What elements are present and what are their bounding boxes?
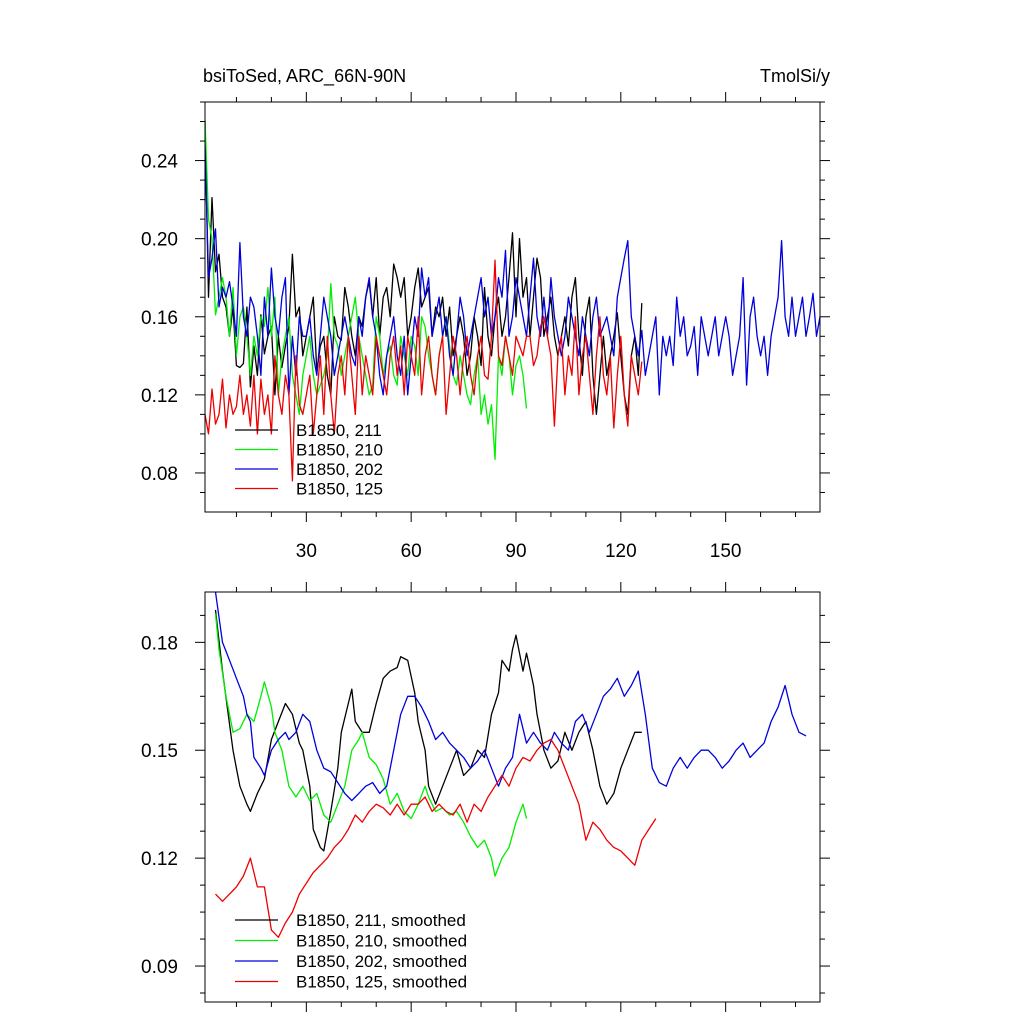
plot-frame bbox=[204, 591, 821, 1003]
x-tick-label: 120 bbox=[605, 541, 637, 562]
legend-label: B1850, 202, smoothed bbox=[296, 952, 467, 971]
series-line-b1850-202-smoothed bbox=[214, 592, 807, 802]
legend-label: B1850, 125, smoothed bbox=[296, 973, 467, 992]
panel-top-title: bsiToSed, ARC_66N-90N bbox=[203, 66, 406, 87]
x-tick-label: 30 bbox=[296, 541, 317, 562]
series-line-b1850-211-smoothed bbox=[214, 609, 642, 852]
series-line-b1850-210-smoothed bbox=[214, 613, 528, 877]
panel-top: 0.08 0.12 0.16 0.20 0.24 30 60 90 120 150 B1850, 2… bbox=[141, 92, 830, 562]
series-line-b1850-210 bbox=[205, 119, 528, 460]
x-tick-label: 60 bbox=[401, 541, 422, 562]
series-line-b1850-125-smoothed bbox=[215, 738, 657, 938]
panel-bottom: 0.09 0.12 0.15 0.18 B1850, 211, smoothed B185… bbox=[141, 582, 830, 1012]
y-tick-label: 0.12 bbox=[141, 849, 178, 870]
y-tick-label: 0.18 bbox=[141, 633, 178, 654]
panel-top-units: TmolSi/y bbox=[760, 66, 830, 86]
legend-label: B1850, 211 bbox=[296, 421, 382, 440]
y-tick-label: 0.20 bbox=[141, 230, 178, 251]
y-tick-label: 0.15 bbox=[141, 741, 178, 762]
y-tick-label: 0.16 bbox=[141, 308, 178, 329]
y-tick-label: 0.12 bbox=[141, 386, 178, 407]
x-tick-label: 90 bbox=[505, 541, 526, 562]
legend-label: B1850, 210, smoothed bbox=[296, 932, 467, 951]
y-tick-label: 0.08 bbox=[141, 464, 178, 485]
series-line-b1850-202 bbox=[205, 144, 820, 396]
series-line-b1850-125 bbox=[205, 259, 643, 482]
legend-label: B1850, 211, smoothed bbox=[296, 911, 466, 930]
x-tick-label: 150 bbox=[710, 541, 742, 562]
legend-label: B1850, 210 bbox=[296, 441, 383, 460]
y-tick-label: 0.09 bbox=[141, 957, 178, 978]
legend-label: B1850, 202 bbox=[296, 460, 383, 479]
plot-frame bbox=[204, 101, 821, 513]
legend-label: B1850, 125 bbox=[296, 480, 383, 499]
series-line-b1850-211 bbox=[205, 121, 643, 416]
y-tick-label: 0.24 bbox=[141, 152, 178, 173]
